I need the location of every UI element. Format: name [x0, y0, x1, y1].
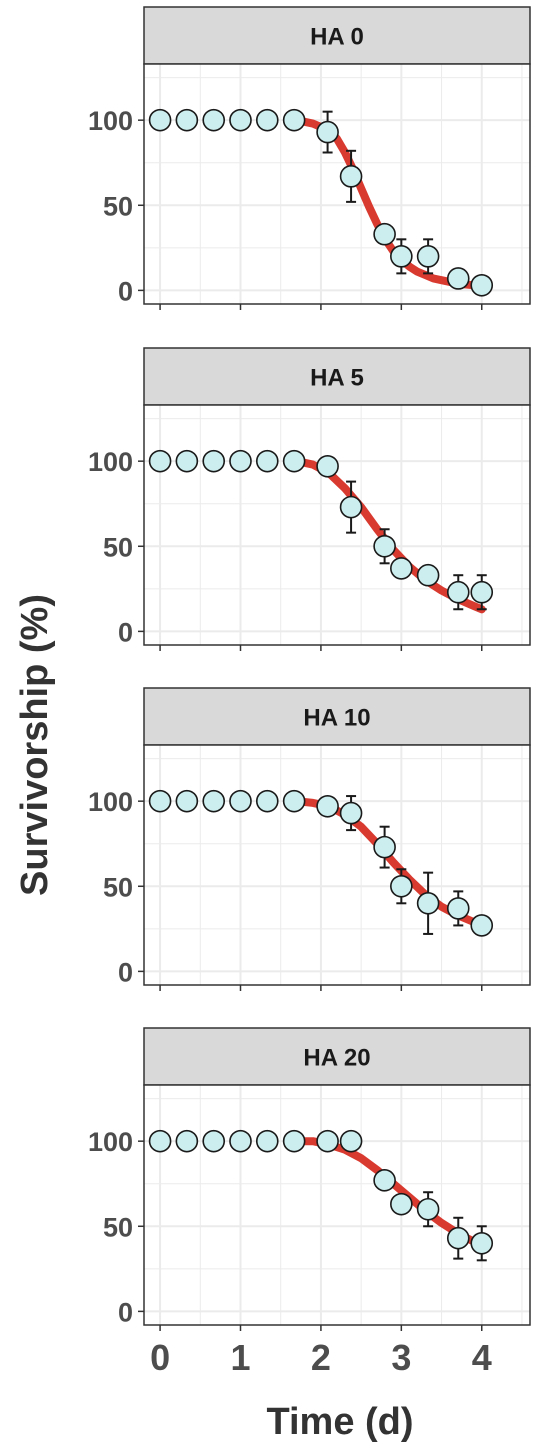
data-point: [470, 580, 494, 604]
data-point: [148, 789, 172, 813]
data-point: [416, 1197, 440, 1221]
data-point: [148, 108, 172, 132]
panel-border: [143, 63, 531, 305]
y-tick-label: 50: [103, 191, 133, 221]
data-point: [282, 449, 306, 473]
plot-background: [144, 64, 530, 304]
y-tick-label: 100: [88, 106, 133, 136]
facet-strip-label: HA 0: [310, 24, 364, 51]
data-point: [373, 1169, 396, 1192]
data-point: [229, 108, 252, 132]
data-point: [255, 108, 279, 132]
data-point: [255, 1129, 279, 1153]
y-tick-label: 50: [103, 872, 133, 902]
facet-strip: [143, 1027, 531, 1086]
data-point: [282, 789, 306, 813]
panel-ha-10: HA 10 0 50 100: [88, 687, 531, 991]
panel-ha-0: HA 0 0 50 100: [88, 6, 531, 310]
data-point: [416, 891, 440, 915]
data-point: [373, 222, 396, 246]
data-point: [316, 120, 339, 144]
data-point: [390, 874, 413, 898]
y-tick-label: 0: [118, 617, 133, 647]
data-point: [339, 801, 363, 825]
data-point: [282, 108, 306, 132]
y-tick-label: 0: [118, 1297, 133, 1327]
data-point: [202, 449, 226, 473]
plot-background: [144, 1085, 530, 1325]
data-point: [255, 789, 279, 813]
y-tick-label: 0: [118, 957, 133, 987]
data-point: [373, 534, 396, 558]
y-tick-label: 100: [88, 447, 133, 477]
y-tick-label: 100: [88, 1127, 133, 1157]
data-point: [175, 108, 199, 132]
data-point: [446, 1226, 470, 1250]
facet-strip-label: HA 10: [303, 705, 370, 732]
data-point: [255, 449, 279, 473]
data-point: [416, 245, 440, 268]
panel-border: [143, 1084, 531, 1326]
data-point: [390, 1192, 413, 1216]
data-point: [316, 1129, 339, 1153]
y-tick-label: 50: [103, 1212, 133, 1242]
facet-strip: [143, 6, 531, 65]
x-tick-label: 3: [391, 1337, 411, 1378]
data-point: [446, 580, 470, 604]
data-point: [416, 563, 440, 587]
panel-ha-20: HA 20 0 50 100 0 1 2 3 4: [88, 1027, 531, 1378]
data-point: [373, 835, 396, 859]
data-point: [202, 789, 226, 813]
y-tick-label: 100: [88, 787, 133, 817]
facet-strip-label: HA 20: [303, 1045, 370, 1072]
data-point: [175, 789, 199, 813]
y-axis-title: Survivorship (%): [14, 594, 56, 896]
plot-background: [144, 745, 530, 985]
data-point: [316, 794, 339, 818]
x-tick-label: 1: [230, 1337, 250, 1378]
panel-ha-5: HA 5 0 50 100: [88, 347, 531, 651]
data-point: [446, 267, 470, 290]
data-point: [229, 789, 252, 813]
data-point: [470, 914, 494, 937]
data-point: [316, 454, 339, 478]
data-point: [229, 449, 252, 473]
data-point: [229, 1129, 252, 1153]
data-point: [148, 1129, 172, 1153]
panels-layer: HA 0 0 50 100 HA 5 0 50 100 HA 10 0 50 100 HA 20 0 50 1…: [88, 6, 531, 1378]
y-tick-label: 0: [118, 276, 133, 306]
data-point: [339, 1129, 363, 1153]
y-tick-label: 50: [103, 532, 133, 562]
x-tick-label: 4: [472, 1337, 492, 1378]
data-point: [470, 1231, 494, 1255]
data-point: [390, 557, 413, 580]
fit-curve: [292, 116, 486, 291]
data-point: [202, 108, 226, 132]
data-point: [390, 245, 413, 268]
facet-strip: [143, 347, 531, 406]
data-point: [148, 449, 172, 473]
data-point: [339, 165, 363, 188]
grid-lines: [144, 745, 530, 985]
data-point: [282, 1129, 306, 1153]
data-point: [339, 495, 363, 519]
data-point: [470, 273, 494, 297]
x-tick-label: 2: [311, 1337, 331, 1378]
facet-strip: [143, 687, 531, 746]
panel-border: [143, 744, 531, 986]
data-point: [446, 897, 470, 920]
data-point: [175, 1129, 199, 1153]
data-point: [202, 1129, 226, 1153]
x-axis-title: Time (d): [266, 1401, 413, 1443]
data-point: [175, 449, 199, 473]
grid-lines: [144, 1085, 530, 1325]
x-tick-label: 0: [150, 1337, 170, 1378]
panel-border: [143, 404, 531, 646]
facet-strip-label: HA 5: [310, 365, 364, 392]
